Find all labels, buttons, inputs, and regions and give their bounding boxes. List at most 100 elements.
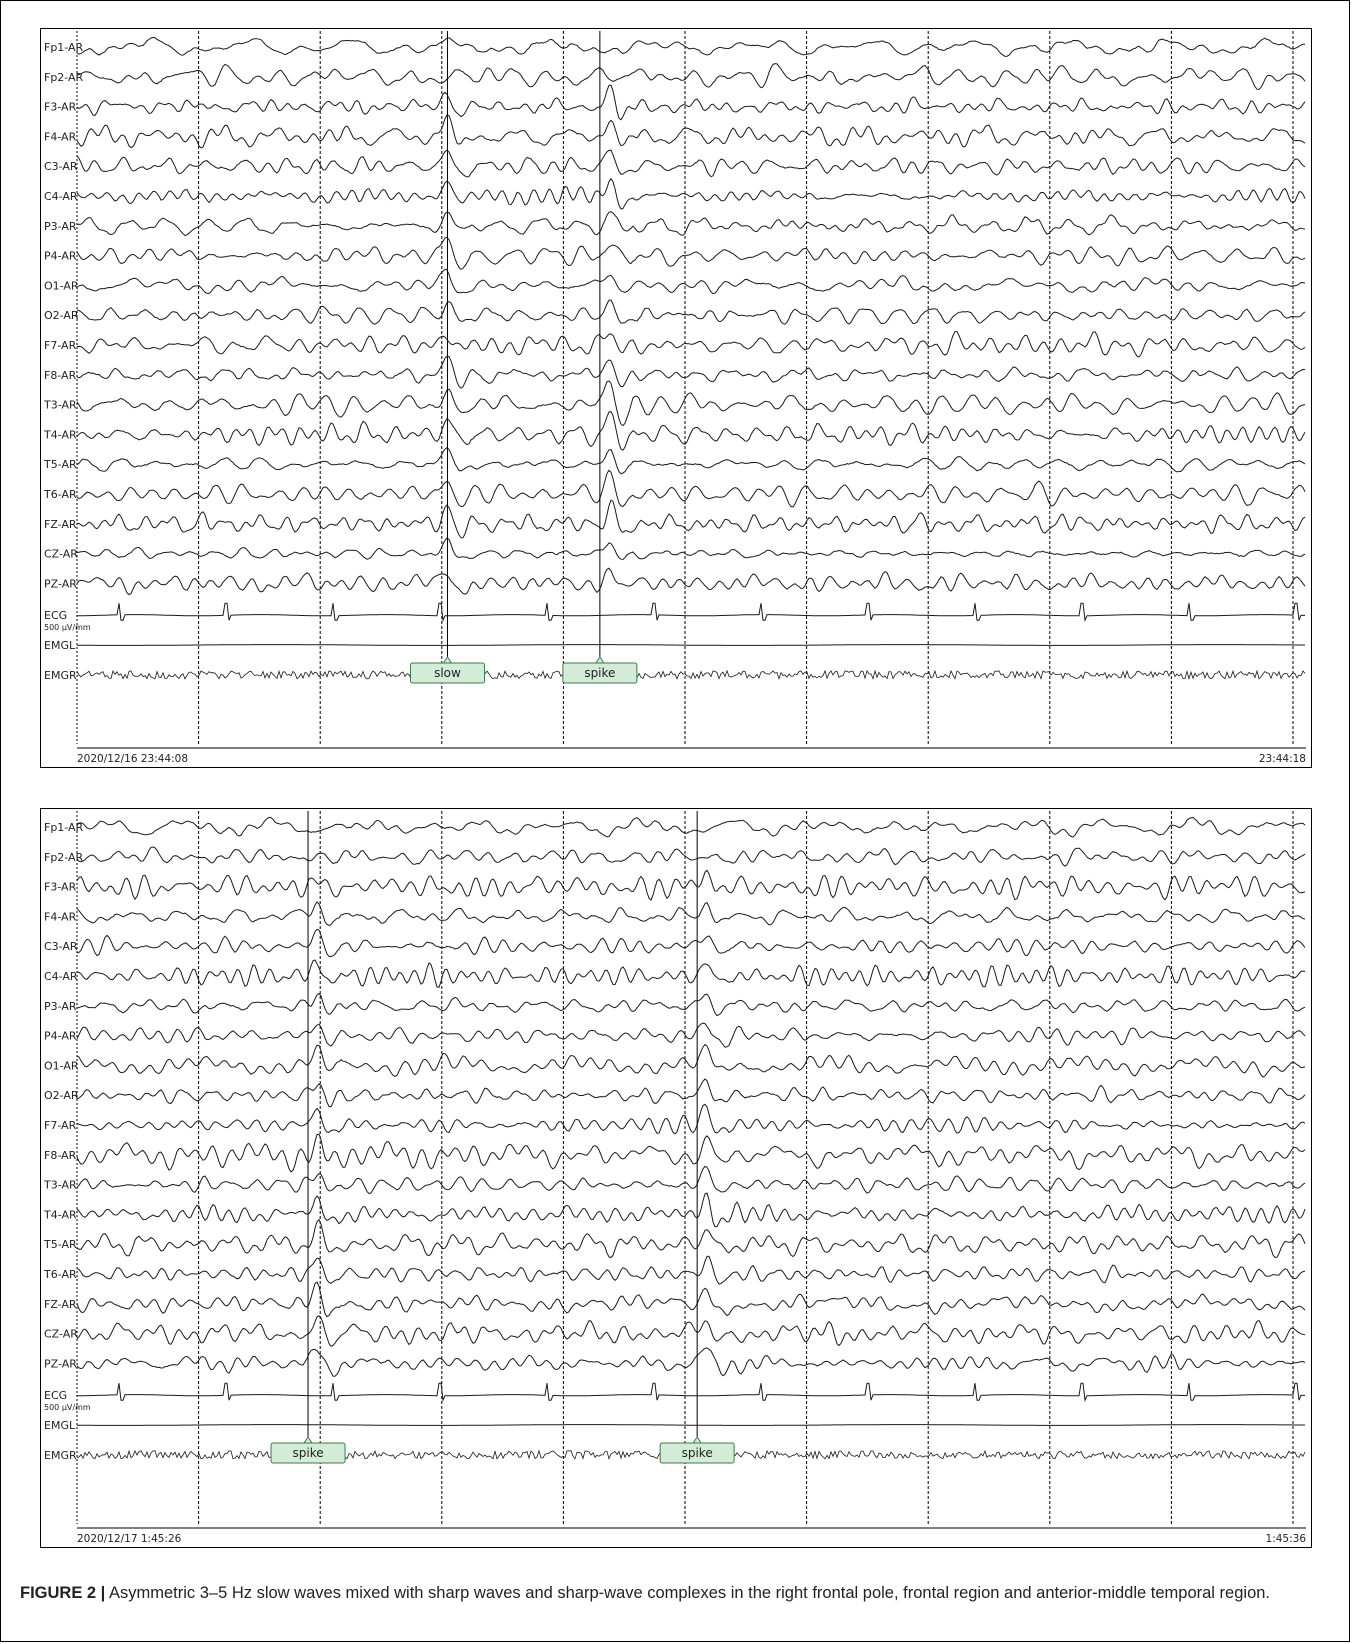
channel-label: T5-AR <box>43 458 77 471</box>
end-timestamp: 1:45:36 <box>1266 1533 1307 1545</box>
eeg-trace <box>76 846 1306 867</box>
event-label: spike <box>584 666 615 680</box>
eeg-trace <box>76 567 1306 596</box>
channel-label: ECG <box>44 609 67 622</box>
eeg-trace <box>76 1192 1306 1228</box>
eeg-trace <box>77 1382 1305 1403</box>
eeg-trace <box>77 1424 1306 1426</box>
eeg-trace <box>76 446 1306 475</box>
eeg-trace <box>76 959 1306 988</box>
eeg-trace <box>76 1043 1306 1078</box>
channel-label: P3-AR <box>44 1000 77 1013</box>
eeg-trace <box>76 1255 1306 1285</box>
eeg-trace <box>76 1347 1306 1377</box>
channel-label: F3-AR <box>44 881 77 894</box>
eeg-trace <box>76 928 1306 958</box>
eeg-traces-bottom: Fp1-AR Fp2-AR F3-AR F4-AR C3-AR C4-AR P3-AR P4-… <box>43 811 1307 1545</box>
eeg-trace <box>76 411 1306 451</box>
slow-event-marker[interactable]: slow <box>409 31 485 684</box>
eeg-trace <box>76 1281 1306 1318</box>
channel-label: Fp2-AR <box>44 71 84 84</box>
channel-label: FZ-AR <box>44 518 77 531</box>
eeg-trace <box>76 380 1306 427</box>
channel-label: F7-AR <box>44 1119 77 1132</box>
channel-label: PZ-AR <box>44 577 77 590</box>
channel-label: O2-AR <box>44 1089 79 1102</box>
eeg-trace <box>76 1218 1306 1259</box>
channel-label: F7-AR <box>44 339 77 352</box>
channel-label: F8-AR <box>44 369 77 382</box>
channel-label: EMGL <box>44 639 76 652</box>
channel-label: CZ-AR <box>44 548 78 561</box>
eeg-trace <box>76 149 1306 178</box>
eeg-trace <box>76 114 1306 149</box>
channel-label: Fp2-AR <box>44 851 84 864</box>
eeg-trace <box>76 299 1306 325</box>
channel-label: T3-AR <box>43 399 77 412</box>
eeg-trace <box>77 602 1305 623</box>
eeg-trace <box>76 1133 1306 1173</box>
eeg-trace <box>76 992 1306 1017</box>
channel-label: EMGR <box>44 1449 77 1462</box>
channel-label: O1-AR <box>44 279 79 292</box>
eeg-trace <box>76 669 1306 681</box>
event-pointer <box>442 656 453 664</box>
channel-label: ECG <box>44 1389 67 1402</box>
eeg-trace <box>76 816 1306 838</box>
eeg-trace <box>76 901 1306 926</box>
eeg-panel-top: Fp1-AR Fp2-AR F3-AR F4-AR C3-AR C4-AR P3-AR P4-… <box>40 28 1312 768</box>
eeg-trace <box>76 537 1306 560</box>
spike-event-marker[interactable]: spike <box>659 811 735 1464</box>
eeg-trace <box>77 644 1306 646</box>
channel-label: EMGR <box>44 669 77 682</box>
eeg-panel-bottom: Fp1-AR Fp2-AR F3-AR F4-AR C3-AR C4-AR P3-AR P4-… <box>40 808 1312 1548</box>
channel-label: P3-AR <box>44 220 77 233</box>
event-label: slow <box>434 666 461 680</box>
channel-label: F4-AR <box>44 910 77 923</box>
eeg-traces-top: Fp1-AR Fp2-AR F3-AR F4-AR C3-AR C4-AR P3-AR P4-… <box>43 31 1306 765</box>
eeg-trace <box>76 469 1306 508</box>
channel-label: C4-AR <box>44 190 78 203</box>
channel-label: P4-AR <box>44 250 77 263</box>
eeg-trace <box>76 63 1306 91</box>
eeg-trace <box>76 1315 1306 1347</box>
channel-label: FZ-AR <box>44 1298 77 1311</box>
start-timestamp: 2020/12/17 1:45:26 <box>77 1533 182 1545</box>
figure-caption-text: Asymmetric 3–5 Hz slow waves mixed with … <box>105 1584 1271 1602</box>
eeg-trace <box>76 1078 1306 1108</box>
eeg-trace <box>76 869 1306 901</box>
eeg-trace <box>76 1103 1306 1135</box>
spike-event-marker[interactable]: spike <box>562 31 638 684</box>
channel-label: EMGL <box>44 1419 76 1432</box>
eeg-trace <box>76 177 1306 210</box>
eeg-trace <box>76 355 1306 389</box>
channel-label: F4-AR <box>44 130 77 143</box>
channel-label: F3-AR <box>44 101 77 114</box>
eeg-trace <box>76 1165 1306 1195</box>
channel-label: CZ-AR <box>44 1328 78 1341</box>
event-label: spike <box>292 1446 323 1460</box>
channel-label: Fp1-AR <box>44 821 84 834</box>
ecg-scale-label: 500 µV/mm <box>44 1403 91 1412</box>
channel-label: C3-AR <box>44 160 78 173</box>
event-pointer <box>692 1436 703 1444</box>
channel-label: T4-AR <box>43 428 77 441</box>
channel-label: C3-AR <box>44 940 78 953</box>
figure-label: FIGURE 2 | <box>20 1584 106 1602</box>
eeg-trace <box>76 84 1306 121</box>
eeg-trace <box>76 268 1306 295</box>
eeg-trace <box>76 36 1306 57</box>
event-pointer <box>594 656 605 664</box>
channel-label: Fp1-AR <box>44 41 84 54</box>
eeg-trace <box>76 331 1306 358</box>
figure-caption: FIGURE 2 | Asymmetric 3–5 Hz slow waves … <box>20 1580 1330 1606</box>
spike-event-marker[interactable]: spike <box>270 811 346 1464</box>
channel-label: T6-AR <box>43 1268 77 1281</box>
eeg-trace <box>76 1022 1306 1048</box>
event-pointer <box>303 1436 313 1444</box>
channel-label: T6-AR <box>43 488 77 501</box>
channel-label: P4-AR <box>44 1030 77 1043</box>
channel-label: O2-AR <box>44 309 79 322</box>
eeg-trace <box>76 236 1306 270</box>
